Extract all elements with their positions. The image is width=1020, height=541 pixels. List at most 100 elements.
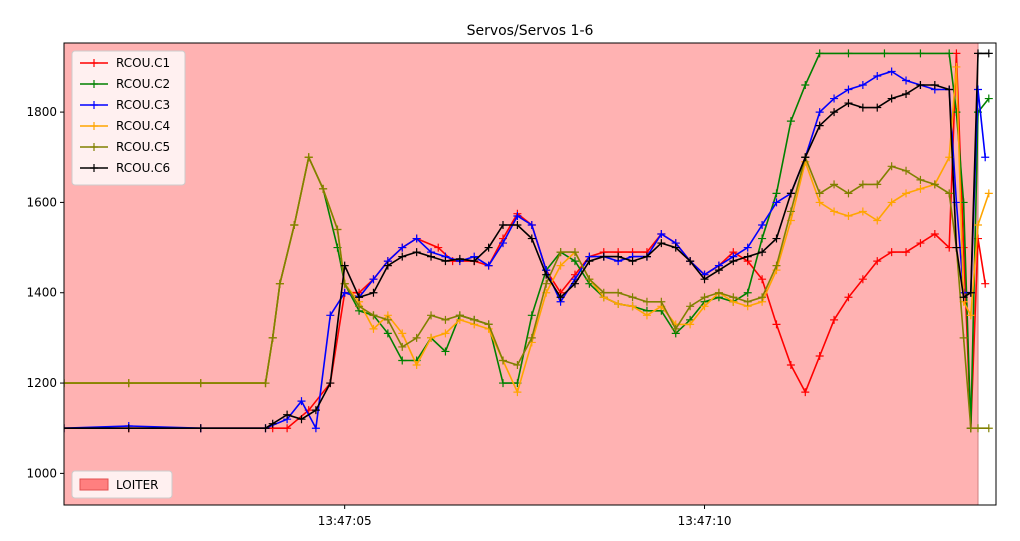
plot-area: 13:47:05 13:47:10 1000 1200 1400 1600 1800: [26, 42, 997, 528]
data-point: [801, 388, 810, 397]
data-point: [585, 275, 594, 284]
legend-item: RCOU.C3: [80, 98, 170, 112]
data-point: [64, 379, 68, 388]
data-point: [844, 293, 853, 302]
chart-title: Servos/Servos 1-6: [467, 23, 594, 39]
data-point: [815, 108, 824, 117]
data-point: [383, 315, 392, 324]
data-point: [786, 189, 795, 198]
data-point: [815, 49, 824, 58]
data-point: [743, 243, 752, 252]
data-point: [902, 189, 911, 198]
y-tick-label: 1000: [26, 466, 57, 480]
data-point: [916, 175, 925, 184]
data-point: [815, 121, 824, 130]
data-point: [484, 261, 493, 270]
data-point: [952, 49, 961, 58]
data-point: [916, 81, 925, 89]
data-point: [441, 257, 450, 266]
data-point: [427, 311, 436, 320]
legend-marker: [90, 164, 98, 172]
shading-layer: [64, 43, 979, 505]
series-rcou-c6: [64, 49, 993, 433]
data-point: [484, 243, 493, 252]
data-point: [434, 243, 443, 252]
data-point: [786, 117, 795, 126]
data-point: [830, 108, 839, 117]
legend-label: RCOU.C5: [116, 140, 170, 154]
x-tick-label: 13:47:05: [318, 514, 372, 528]
data-point: [369, 288, 378, 297]
data-point: [844, 99, 853, 108]
data-point: [815, 189, 824, 198]
data-point: [124, 379, 133, 388]
data-point: [966, 424, 975, 433]
data-point: [642, 311, 651, 320]
data-point: [758, 293, 767, 302]
data-point: [542, 279, 551, 288]
data-point: [758, 248, 767, 257]
data-point: [952, 243, 961, 252]
data-point: [786, 361, 795, 369]
data-point: [714, 288, 723, 297]
data-point: [556, 261, 565, 270]
data-point: [441, 315, 450, 324]
data-point: [758, 221, 767, 229]
data-point: [700, 275, 709, 284]
data-point: [873, 71, 882, 80]
data-point: [959, 243, 968, 252]
data-point: [844, 85, 853, 94]
data-point: [974, 49, 983, 58]
mode-legend-box: [71, 470, 173, 499]
data-point: [930, 230, 939, 239]
data-point: [599, 252, 608, 261]
data-point: [570, 257, 579, 266]
data-point: [412, 361, 421, 369]
data-point: [470, 257, 479, 266]
data-point: [844, 189, 853, 198]
data-point: [945, 85, 954, 94]
data-point: [700, 302, 709, 311]
data-point: [398, 356, 407, 365]
data-point: [916, 49, 925, 58]
data-point: [599, 288, 608, 297]
data-point: [570, 279, 579, 288]
data-point: [772, 320, 781, 329]
data-point: [830, 315, 839, 324]
data-point: [772, 234, 781, 243]
data-point: [614, 300, 623, 309]
data-point: [283, 424, 292, 433]
data-point: [729, 293, 738, 302]
data-point: [959, 333, 968, 342]
data-point: [887, 248, 896, 257]
data-point: [873, 180, 882, 189]
data-point: [196, 424, 205, 433]
data-point: [326, 311, 335, 320]
data-point: [981, 153, 990, 162]
data-point: [556, 248, 565, 257]
data-point: [902, 90, 911, 99]
data-point: [858, 81, 867, 89]
data-point: [398, 329, 407, 338]
data-point: [952, 108, 961, 117]
data-point: [642, 252, 651, 261]
data-point: [714, 266, 723, 275]
data-point: [974, 424, 983, 433]
data-point: [484, 320, 493, 329]
legend-marker: [90, 143, 98, 151]
data-point: [902, 166, 911, 175]
data-point: [527, 221, 536, 229]
y-tick-label: 1400: [26, 286, 57, 300]
series-layer: [64, 49, 993, 433]
legend-item: RCOU.C4: [80, 119, 170, 133]
data-point: [902, 248, 911, 257]
data-point: [642, 297, 651, 306]
data-point: [268, 333, 277, 342]
data-point: [441, 347, 450, 356]
data-point: [873, 257, 882, 266]
data-point: [887, 94, 896, 103]
data-point: [873, 216, 882, 225]
legend-item: RCOU.C2: [80, 77, 170, 91]
data-point: [499, 221, 508, 229]
